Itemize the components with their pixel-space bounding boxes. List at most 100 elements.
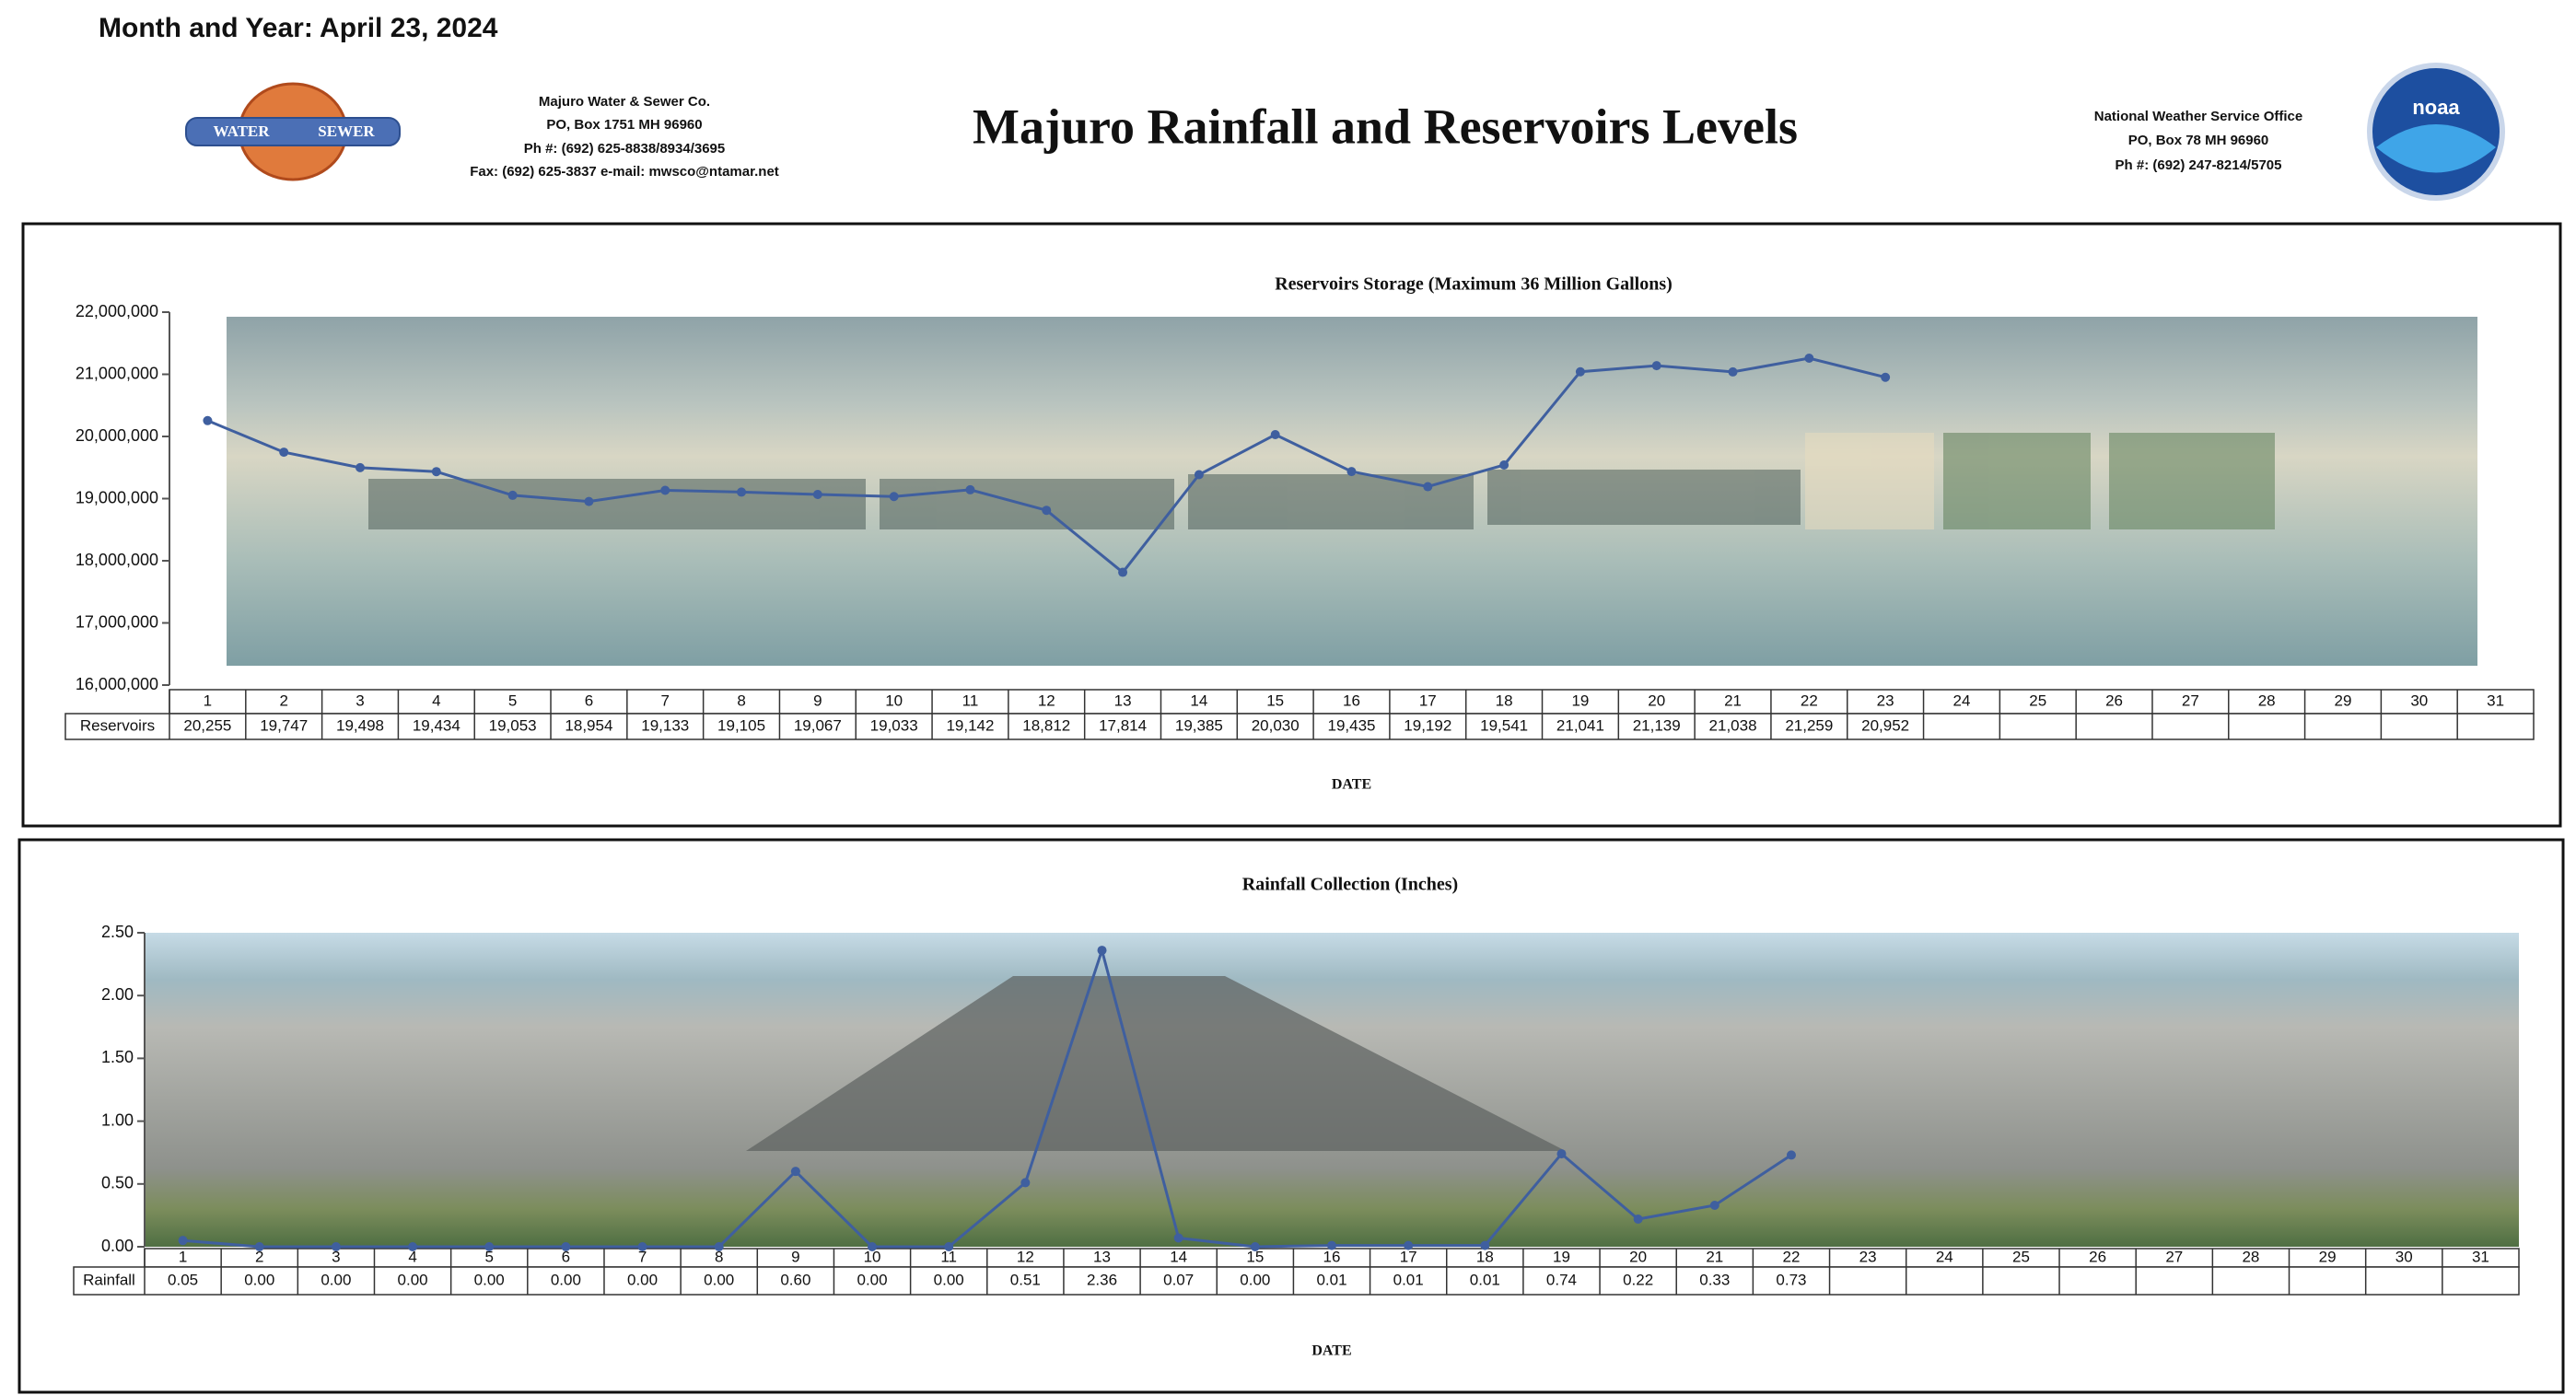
x-tick-label: 6 [585, 692, 593, 709]
value-label: 21,041 [1556, 716, 1604, 734]
x-tick-label: 21 [1724, 692, 1742, 709]
value-label: 19,435 [1328, 716, 1376, 734]
x-tick-label: 16 [1343, 692, 1360, 709]
data-point [507, 490, 518, 500]
x-tick-label: 10 [864, 1248, 881, 1265]
value-label: 17,814 [1099, 716, 1147, 734]
value-label: 19,067 [794, 716, 842, 734]
x-tick-label: 7 [638, 1248, 647, 1265]
value-label: 0.00 [398, 1271, 428, 1288]
data-point [1651, 361, 1661, 371]
x-axis-label: DATE [1332, 777, 1371, 793]
data-point [1173, 1233, 1183, 1243]
org-line: Majuro Water & Sewer Co. [539, 94, 710, 110]
value-label: 19,747 [260, 716, 308, 734]
data-point [889, 492, 899, 502]
x-tick-label: 20 [1648, 692, 1665, 709]
value-label: 0.00 [934, 1271, 964, 1288]
value-label: 19,105 [717, 716, 765, 734]
x-tick-label: 2 [255, 1248, 263, 1265]
table-header-row [169, 689, 2535, 715]
x-tick-label: 16 [1323, 1248, 1341, 1265]
x-tick-label: 8 [715, 1248, 723, 1265]
page-title: Majuro Rainfall and Reservoirs Levels [973, 99, 1798, 154]
x-tick-label: 29 [2335, 692, 2352, 709]
value-label: 0.01 [1470, 1271, 1500, 1288]
value-label: 0.00 [321, 1271, 351, 1288]
value-label: 0.74 [1546, 1271, 1577, 1288]
x-tick-label: 8 [737, 692, 745, 709]
data-point [944, 1242, 954, 1251]
x-tick-label: 31 [2487, 692, 2504, 709]
value-label: 0.00 [474, 1271, 505, 1288]
x-tick-label: 9 [813, 692, 822, 709]
value-label: 19,192 [1404, 716, 1451, 734]
data-point [790, 1167, 800, 1177]
value-label: 0.33 [1699, 1271, 1730, 1288]
chart-title: Reservoirs Storage (Maximum 36 Million G… [1275, 274, 1673, 295]
value-label: 19,434 [413, 716, 460, 734]
value-label: 20,030 [1252, 716, 1300, 734]
data-point [1327, 1240, 1336, 1250]
value-label: 19,053 [489, 716, 537, 734]
x-tick-label: 17 [1419, 692, 1437, 709]
x-tick-label: 12 [1017, 1248, 1034, 1265]
data-point [1499, 459, 1509, 470]
value-label: 19,385 [1175, 716, 1223, 734]
chart-title: Rainfall Collection (Inches) [1242, 875, 1458, 895]
x-tick-label: 21 [1706, 1248, 1723, 1265]
data-point [1404, 1240, 1414, 1250]
x-tick-label: 22 [1801, 692, 1818, 709]
logo-wave [2376, 124, 2496, 173]
x-tick-label: 28 [2258, 692, 2276, 709]
x-tick-label: 6 [562, 1248, 570, 1265]
value-label: 21,038 [1709, 716, 1757, 734]
x-tick-label: 24 [1952, 692, 1970, 709]
x-tick-label: 4 [432, 692, 440, 709]
table-value-row [73, 1266, 2520, 1296]
table-value-row [64, 713, 2535, 740]
y-tick-label: 18,000,000 [76, 551, 158, 569]
logo-banner [185, 117, 401, 146]
value-label: 21,259 [1785, 716, 1833, 734]
x-tick-label: 30 [2410, 692, 2428, 709]
data-point [431, 467, 441, 477]
data-point [1480, 1240, 1490, 1250]
series-line [182, 945, 1792, 1249]
data-point [1728, 366, 1738, 377]
value-label: 0.00 [704, 1271, 734, 1288]
data-point [1097, 946, 1107, 956]
data-point [1042, 506, 1052, 516]
data-point [1250, 1242, 1260, 1251]
x-tick-label: 14 [1170, 1248, 1187, 1265]
x-tick-label: 18 [1496, 692, 1513, 709]
data-point [584, 496, 594, 506]
data-point [1118, 567, 1128, 577]
x-tick-label: 3 [356, 692, 364, 709]
x-tick-label: 2 [279, 692, 287, 709]
value-label: 0.01 [1316, 1271, 1346, 1288]
x-tick-label: 9 [791, 1248, 799, 1265]
x-tick-label: 12 [1038, 692, 1055, 709]
y-tick-label: 16,000,000 [76, 675, 158, 693]
y-tick-label: 0.00 [101, 1237, 134, 1255]
value-label: 21,139 [1633, 716, 1681, 734]
x-tick-label: 11 [962, 692, 979, 709]
y-tick-label: 19,000,000 [76, 488, 158, 506]
value-label: 0.00 [244, 1271, 274, 1288]
data-point [714, 1242, 724, 1251]
org-line: PO, Box 78 MH 96960 [2128, 133, 2269, 148]
logo-word: SEWER [318, 122, 375, 140]
y-tick-label: 2.00 [101, 985, 134, 1004]
value-label: 0.07 [1163, 1271, 1194, 1288]
data-point [1423, 482, 1433, 492]
value-label: 0.22 [1623, 1271, 1653, 1288]
y-tick-label: 1.50 [101, 1048, 134, 1066]
value-label: 19,142 [946, 716, 994, 734]
org-line: Ph #: (692) 247-8214/5705 [2116, 157, 2282, 173]
x-tick-label: 5 [508, 692, 517, 709]
data-point [331, 1242, 341, 1251]
data-point [1804, 354, 1814, 364]
x-tick-label: 25 [2012, 1248, 2030, 1265]
